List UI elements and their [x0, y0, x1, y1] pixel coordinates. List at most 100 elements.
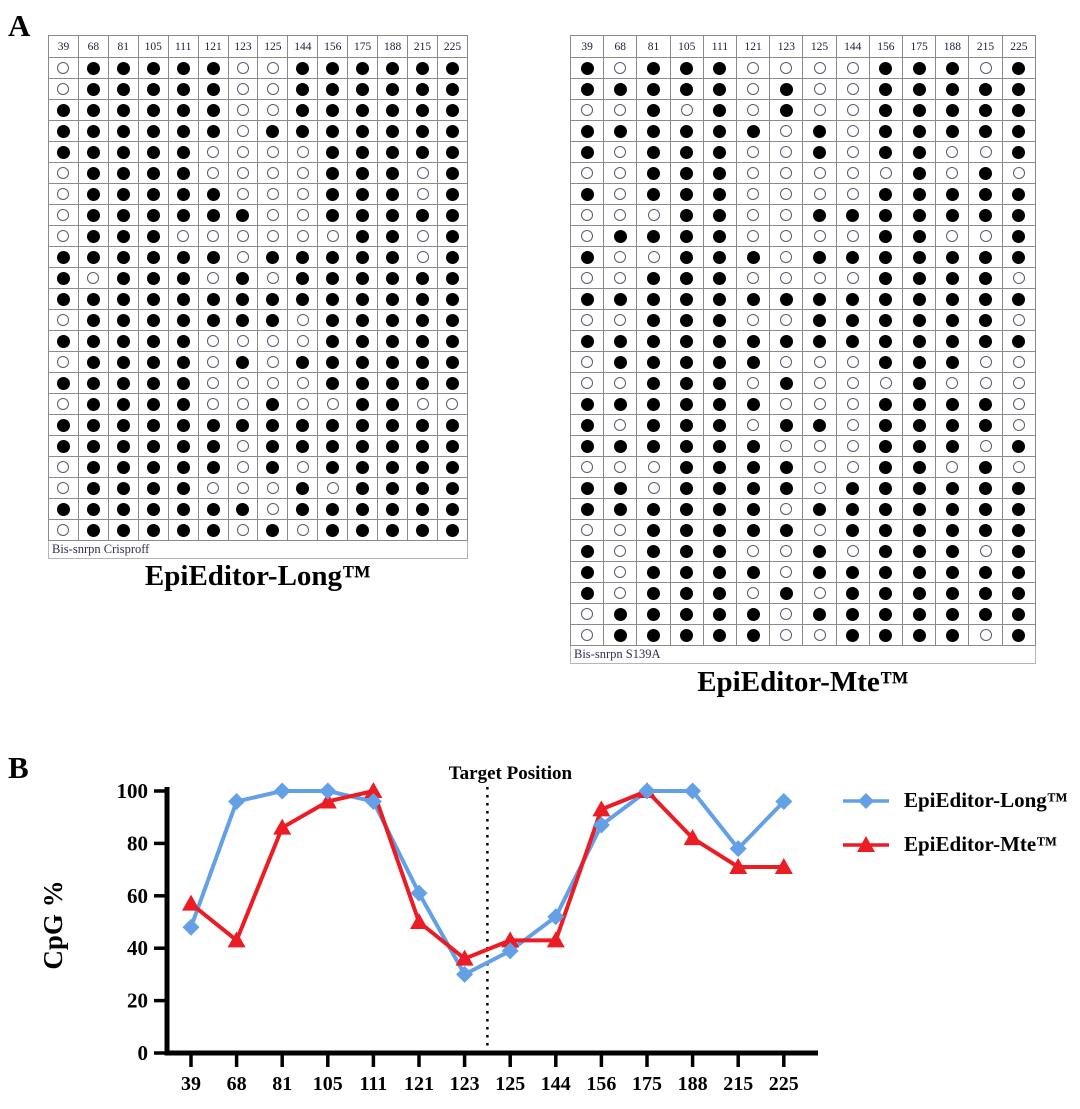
- cpg-cell: [77, 351, 109, 373]
- read-row: [48, 330, 469, 352]
- cpg-cell: [287, 183, 319, 205]
- unmethylated-dot: [747, 377, 760, 390]
- methylated-dot: [146, 334, 160, 348]
- cpg-cell: [902, 435, 937, 457]
- methylated-dot: [846, 565, 860, 579]
- cpg-cell: [968, 246, 1003, 268]
- methylated-dot: [945, 544, 959, 558]
- methylated-dot: [116, 334, 130, 348]
- methylated-dot: [713, 523, 727, 537]
- unmethylated-dot: [747, 167, 760, 180]
- methylated-dot: [56, 376, 70, 390]
- methylated-dot: [206, 439, 220, 453]
- cpg-cell: [107, 204, 139, 226]
- cpg-cell: [257, 141, 289, 163]
- methylated-dot: [326, 355, 340, 369]
- methylated-dot: [356, 166, 370, 180]
- methylated-dot: [356, 460, 370, 474]
- legend-item-long: EpiEditor-Long™: [842, 788, 1068, 813]
- methylated-dot: [146, 481, 160, 495]
- cpg-cell: [317, 162, 349, 184]
- methylated-dot: [846, 586, 860, 600]
- cpg-cell: [736, 183, 771, 205]
- methylated-dot: [779, 376, 793, 390]
- grid-header-row: 39 68 81 105 111 121 123 125 144 156 175 188 215 225: [569, 35, 1037, 58]
- cpg-cell: [935, 141, 970, 163]
- methylated-dot: [613, 82, 627, 96]
- methylated-dot: [356, 376, 370, 390]
- methylated-dot: [680, 439, 694, 453]
- methylated-dot: [445, 502, 459, 516]
- methylated-dot: [813, 565, 827, 579]
- data-point-mte: [501, 931, 520, 948]
- methylated-dot: [813, 334, 827, 348]
- methylated-dot: [713, 460, 727, 474]
- cpg-cell: [669, 561, 704, 583]
- cpg-cell: [107, 435, 139, 457]
- methylated-dot: [746, 460, 760, 474]
- unmethylated-dot: [680, 104, 693, 117]
- methylated-dot: [879, 586, 893, 600]
- cpg-cell: [48, 267, 79, 289]
- unmethylated-dot: [813, 62, 826, 75]
- unmethylated-dot: [581, 167, 594, 180]
- methylated-dot: [236, 418, 250, 432]
- unmethylated-dot: [207, 230, 220, 243]
- cpg-cell: [736, 78, 771, 100]
- methylated-dot: [713, 418, 727, 432]
- methylated-dot: [356, 313, 370, 327]
- methylated-dot: [445, 61, 459, 75]
- x-tick-label: 215: [723, 1073, 753, 1095]
- cpg-cell: [736, 519, 771, 541]
- unmethylated-dot: [581, 524, 594, 537]
- methylated-dot: [945, 586, 959, 600]
- unmethylated-dot: [813, 104, 826, 117]
- cpg-cell: [669, 582, 704, 604]
- methylated-dot: [386, 208, 400, 222]
- cpg-cell: [347, 519, 379, 541]
- methylated-dot: [779, 292, 793, 306]
- cpg-position-header: 225: [1001, 35, 1037, 58]
- read-row: [48, 498, 469, 520]
- cpg-cell: [347, 372, 379, 394]
- cpg-cell: [802, 582, 837, 604]
- unmethylated-dot: [57, 167, 70, 180]
- methylated-dot: [86, 376, 100, 390]
- cpg-cell: [603, 99, 638, 121]
- cpg-cell: [669, 414, 704, 436]
- data-point-mte: [318, 792, 337, 809]
- cpg-cell: [603, 477, 638, 499]
- cpg-cell: [968, 519, 1003, 541]
- cpg-cell: [968, 225, 1003, 247]
- unmethylated-dot: [266, 104, 279, 117]
- unmethylated-dot: [946, 230, 959, 243]
- read-row: [48, 435, 469, 457]
- cpg-cell: [603, 246, 638, 268]
- methylated-dot: [1012, 229, 1026, 243]
- cpg-cell: [769, 477, 804, 499]
- methylated-dot: [680, 271, 694, 285]
- methylated-dot: [1012, 334, 1026, 348]
- cpg-cell: [868, 141, 904, 163]
- cpg-cell: [347, 120, 379, 142]
- methylated-dot: [613, 628, 627, 642]
- cpg-cell: [317, 330, 349, 352]
- cpg-cell: [802, 141, 837, 163]
- cpg-cell: [669, 57, 704, 79]
- unmethylated-dot: [236, 440, 249, 453]
- methylated-dot: [416, 208, 430, 222]
- read-row: [569, 624, 1037, 646]
- cpg-cell: [835, 372, 870, 394]
- methylated-dot: [296, 355, 310, 369]
- unmethylated-dot: [581, 629, 594, 642]
- cpg-cell: [257, 456, 289, 478]
- cpg-cell: [769, 435, 804, 457]
- methylated-dot: [445, 418, 459, 432]
- methylated-dot: [356, 82, 370, 96]
- methylated-dot: [176, 355, 190, 369]
- cpg-cell: [868, 351, 904, 373]
- methylated-dot: [846, 334, 860, 348]
- unmethylated-dot: [326, 482, 339, 495]
- read-row: [48, 57, 469, 79]
- methylated-dot: [879, 481, 893, 495]
